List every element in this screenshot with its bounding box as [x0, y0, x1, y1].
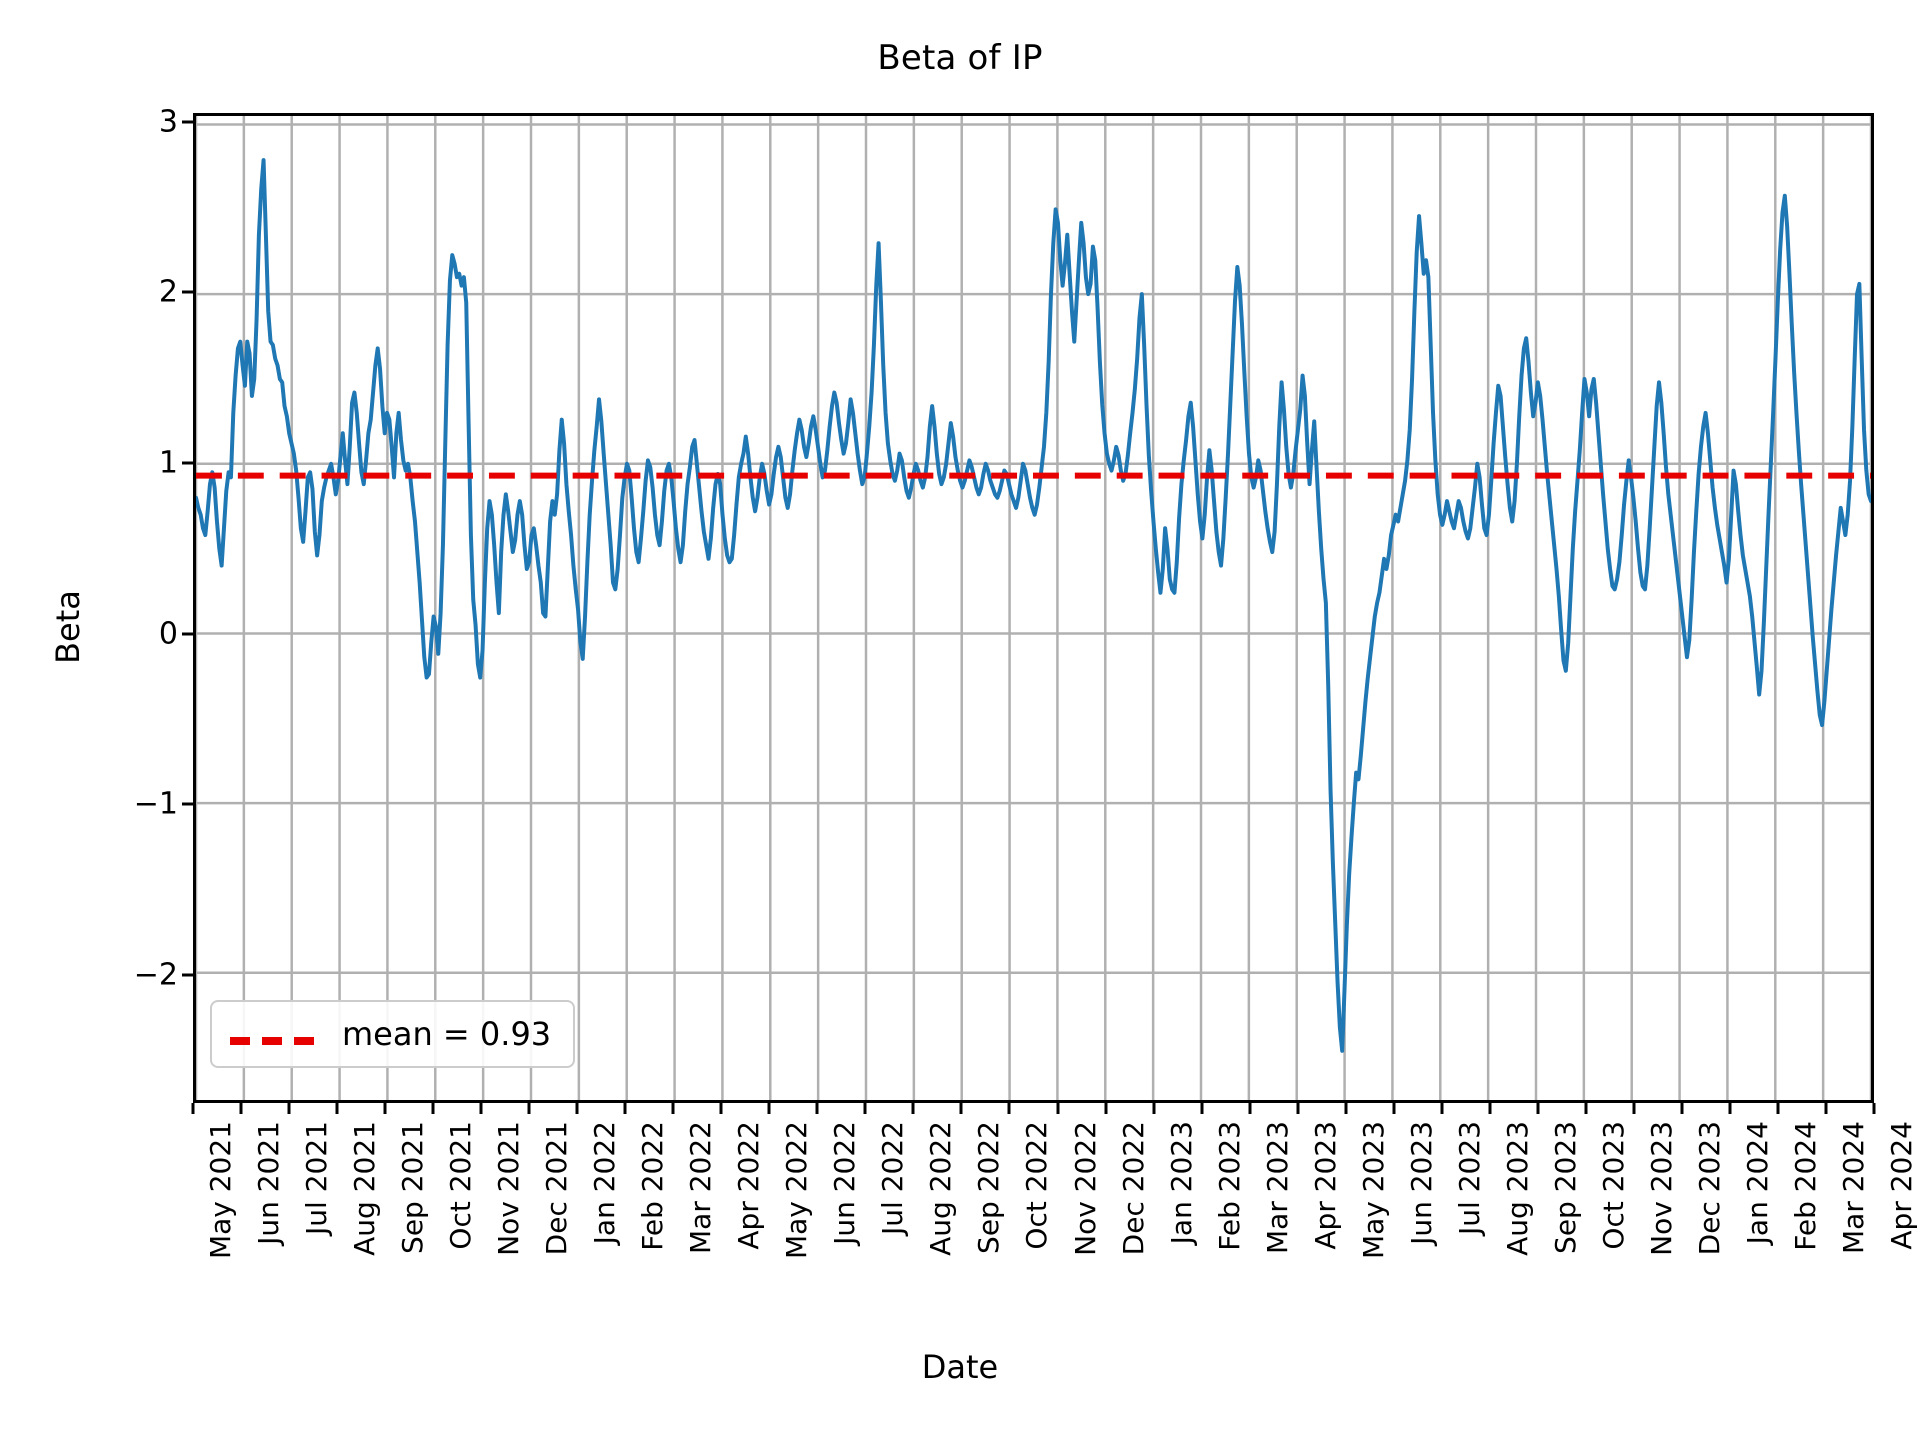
- x-tick-label: Mar 2023: [1260, 1121, 1294, 1254]
- x-tick-label: Apr 2022: [732, 1121, 766, 1250]
- x-tick-label: Mar 2022: [684, 1121, 718, 1254]
- x-tick-label: Oct 2022: [1020, 1121, 1054, 1250]
- x-tick-mark: [1104, 1103, 1108, 1114]
- x-tick-mark: [911, 1103, 915, 1114]
- x-tick-mark: [575, 1103, 579, 1114]
- x-tick-label: Jul 2022: [876, 1121, 910, 1235]
- x-tick-label: Nov 2022: [1068, 1121, 1102, 1256]
- x-tick-label: Mar 2024: [1836, 1121, 1870, 1254]
- x-axis-label: Date: [921, 1348, 999, 1386]
- x-tick-label: Jan 2022: [588, 1121, 622, 1245]
- x-tick-mark: [1152, 1103, 1156, 1114]
- x-tick-mark: [1440, 1103, 1444, 1114]
- x-tick-mark: [1536, 1103, 1540, 1114]
- y-tick-label: 0: [158, 616, 178, 652]
- x-tick-label: Sep 2022: [972, 1121, 1006, 1254]
- x-tick-mark: [383, 1103, 387, 1114]
- x-tick-mark: [1007, 1103, 1011, 1114]
- plot-area: [193, 113, 1874, 1103]
- x-tick-mark: [1824, 1103, 1828, 1114]
- x-tick-mark: [959, 1103, 963, 1114]
- legend-mean-swatch: [230, 1030, 322, 1045]
- x-tick-mark: [287, 1103, 291, 1114]
- legend-mean-label: mean = 0.93: [342, 1015, 552, 1053]
- y-tick-mark: [182, 461, 193, 465]
- x-tick-mark: [1200, 1103, 1204, 1114]
- mean-reference-line: [196, 472, 1871, 479]
- x-tick-mark: [1488, 1103, 1492, 1114]
- x-tick-label: Nov 2021: [492, 1121, 526, 1256]
- y-axis-label: Beta: [49, 590, 87, 664]
- y-tick-mark: [182, 290, 193, 294]
- x-tick-label: Oct 2023: [1596, 1121, 1630, 1250]
- y-tick-label: 2: [158, 274, 178, 310]
- x-tick-mark: [239, 1103, 243, 1114]
- x-tick-label: Jul 2021: [300, 1121, 334, 1235]
- page-title: Beta of IP: [877, 38, 1043, 78]
- y-tick-label: −2: [133, 957, 178, 993]
- chart-legend: mean = 0.93: [210, 1000, 576, 1068]
- x-tick-mark: [1584, 1103, 1588, 1114]
- x-tick-label: May 2023: [1356, 1121, 1390, 1260]
- x-tick-label: Dec 2022: [1116, 1121, 1150, 1256]
- y-tick-mark: [182, 802, 193, 806]
- x-tick-mark: [671, 1103, 675, 1114]
- x-tick-label: Feb 2022: [636, 1121, 670, 1251]
- x-tick-label: May 2021: [204, 1121, 237, 1260]
- x-tick-label: Aug 2023: [1500, 1121, 1534, 1256]
- x-tick-mark: [479, 1103, 483, 1114]
- y-tick-mark: [182, 632, 193, 636]
- y-tick-label: −1: [133, 786, 178, 822]
- x-tick-label: Dec 2023: [1692, 1121, 1726, 1256]
- x-tick-label: Jun 2023: [1404, 1121, 1438, 1245]
- x-tick-label: Nov 2023: [1644, 1121, 1678, 1256]
- x-tick-label: Aug 2021: [348, 1121, 382, 1256]
- x-tick-mark: [1056, 1103, 1059, 1114]
- x-tick-label: May 2022: [780, 1121, 814, 1260]
- x-tick-mark: [815, 1103, 819, 1114]
- x-tick-mark: [431, 1103, 435, 1114]
- x-axis-tick-labels: May 2021 Jun 2021 Jul 2021 Aug 2021 Sep 2021…: [191, 1103, 1918, 1363]
- x-tick-mark: [1392, 1103, 1396, 1114]
- x-tick-mark: [1680, 1103, 1684, 1114]
- x-tick-label: Feb 2024: [1788, 1121, 1822, 1251]
- x-tick-label: Apr 2023: [1308, 1121, 1342, 1250]
- x-tick-label: Dec 2021: [540, 1121, 574, 1256]
- x-tick-label: Jun 2022: [828, 1121, 862, 1245]
- beta-series-line: [196, 158, 1871, 1053]
- x-tick-mark: [719, 1103, 723, 1114]
- x-tick-mark: [623, 1103, 627, 1114]
- y-axis-tick-labels: 3 2 1 0 −1 −2: [110, 104, 178, 1103]
- x-tick-label: Apr 2024: [1885, 1121, 1918, 1250]
- x-tick-mark: [1248, 1103, 1252, 1114]
- x-tick-mark: [335, 1103, 339, 1114]
- y-tick-mark: [182, 120, 193, 124]
- x-tick-mark: [1776, 1103, 1780, 1114]
- plot-inner: [196, 116, 1871, 1100]
- x-tick-mark: [191, 1103, 195, 1114]
- x-tick-label: Jan 2023: [1164, 1121, 1198, 1245]
- x-tick-label: Oct 2021: [444, 1121, 478, 1250]
- x-tick-mark: [527, 1103, 531, 1114]
- x-tick-label: Sep 2023: [1548, 1121, 1582, 1254]
- y-tick-mark: [182, 973, 193, 977]
- x-tick-mark: [1728, 1103, 1732, 1114]
- x-tick-label: Aug 2022: [924, 1121, 958, 1256]
- x-tick-label: Jan 2024: [1740, 1121, 1774, 1245]
- x-tick-label: Jul 2023: [1452, 1121, 1486, 1235]
- x-tick-mark: [1296, 1103, 1300, 1114]
- x-tick-label: Jun 2021: [252, 1121, 286, 1245]
- x-tick-label: Feb 2023: [1212, 1121, 1246, 1251]
- x-tick-mark: [863, 1103, 867, 1114]
- y-tick-label: 1: [158, 445, 178, 481]
- y-tick-label: 3: [158, 104, 178, 140]
- x-tick-mark: [1344, 1103, 1348, 1114]
- x-tick-label: Sep 2021: [396, 1121, 430, 1254]
- x-tick-mark: [1632, 1103, 1636, 1114]
- x-tick-mark: [1872, 1103, 1876, 1114]
- x-tick-mark: [767, 1103, 771, 1114]
